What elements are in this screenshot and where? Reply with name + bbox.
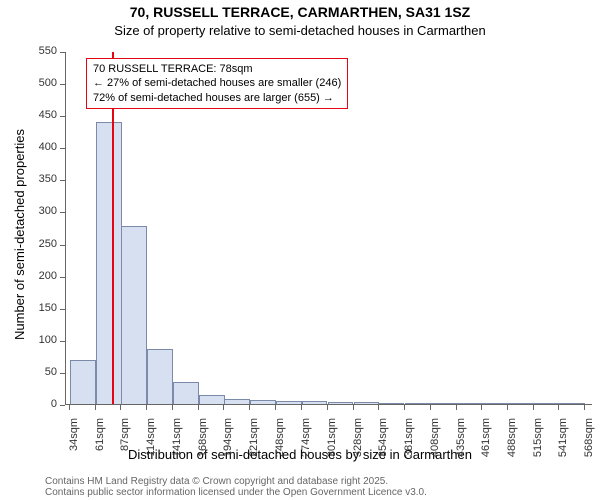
x-tick-mark (275, 405, 276, 410)
y-tick-mark (60, 212, 65, 213)
x-tick-label: 381sqm (403, 418, 415, 478)
histogram-bar (482, 403, 508, 404)
x-tick-mark (146, 405, 147, 410)
x-tick-label: 274sqm (300, 418, 312, 478)
x-tick-label: 61sqm (94, 418, 106, 478)
y-tick-label: 250 (39, 238, 57, 250)
x-tick-mark (95, 405, 96, 410)
y-tick-label: 450 (39, 109, 57, 121)
x-tick-mark (456, 405, 457, 410)
histogram-bar (224, 399, 250, 404)
x-tick-mark (584, 405, 585, 410)
x-tick-label: 435sqm (455, 418, 467, 478)
x-tick-label: 408sqm (429, 418, 441, 478)
y-tick-label: 50 (45, 366, 57, 378)
x-tick-label: 221sqm (248, 418, 260, 478)
x-tick-mark (533, 405, 534, 410)
chart-container: 70, RUSSELL TERRACE, CARMARTHEN, SA31 1S… (0, 0, 600, 500)
plot-area: 70 RUSSELL TERRACE: 78sqm ← 27% of semi-… (65, 52, 592, 405)
histogram-bar (250, 400, 276, 404)
x-tick-label: 87sqm (119, 418, 131, 478)
histogram-bar (96, 122, 122, 404)
x-tick-mark (378, 405, 379, 410)
chart-title-sub: Size of property relative to semi-detach… (0, 23, 600, 38)
y-tick-mark (60, 373, 65, 374)
x-tick-label: 114sqm (145, 418, 157, 478)
y-tick-label: 350 (39, 173, 57, 185)
x-tick-mark (327, 405, 328, 410)
y-tick-label: 400 (39, 141, 57, 153)
y-tick-label: 500 (39, 77, 57, 89)
x-tick-mark (120, 405, 121, 410)
x-tick-mark (69, 405, 70, 410)
x-tick-mark (507, 405, 508, 410)
x-tick-mark (172, 405, 173, 410)
histogram-bar (508, 403, 534, 404)
x-tick-mark (301, 405, 302, 410)
histogram-bar (328, 402, 354, 404)
x-tick-label: 301sqm (326, 418, 338, 478)
x-tick-label: 168sqm (197, 418, 209, 478)
x-tick-mark (198, 405, 199, 410)
y-tick-mark (60, 52, 65, 53)
y-tick-label: 300 (39, 205, 57, 217)
y-tick-mark (60, 277, 65, 278)
footer-line-2: Contains public sector information licen… (45, 487, 427, 498)
y-tick-label: 200 (39, 270, 57, 282)
x-tick-mark (223, 405, 224, 410)
annotation-line-1: 70 RUSSELL TERRACE: 78sqm (93, 62, 341, 76)
y-tick-mark (60, 180, 65, 181)
y-tick-mark (60, 245, 65, 246)
histogram-bar (405, 403, 431, 404)
y-tick-mark (60, 405, 65, 406)
x-tick-mark (558, 405, 559, 410)
histogram-bar (302, 401, 328, 404)
x-tick-mark (481, 405, 482, 410)
x-tick-label: 568sqm (583, 418, 595, 478)
histogram-bar (354, 402, 380, 404)
annotation-line-2: ← 27% of semi-detached houses are smalle… (93, 76, 341, 90)
histogram-bar (70, 360, 96, 404)
histogram-bar (457, 403, 483, 404)
chart-title-main: 70, RUSSELL TERRACE, CARMARTHEN, SA31 1S… (0, 4, 600, 20)
x-tick-label: 541sqm (557, 418, 569, 478)
x-tick-label: 141sqm (171, 418, 183, 478)
y-tick-mark (60, 116, 65, 117)
histogram-bar (276, 401, 302, 404)
x-tick-mark (404, 405, 405, 410)
x-tick-mark (430, 405, 431, 410)
y-tick-label: 150 (39, 302, 57, 314)
y-tick-mark (60, 84, 65, 85)
annotation-line-3: 72% of semi-detached houses are larger (… (93, 91, 341, 105)
x-tick-label: 328sqm (352, 418, 364, 478)
histogram-bar (147, 349, 173, 404)
histogram-bar (534, 403, 560, 404)
annotation-box: 70 RUSSELL TERRACE: 78sqm ← 27% of semi-… (86, 58, 348, 109)
footer-text: Contains HM Land Registry data © Crown c… (45, 476, 427, 498)
histogram-bar (379, 403, 405, 404)
x-tick-label: 488sqm (506, 418, 518, 478)
y-tick-mark (60, 309, 65, 310)
x-tick-label: 248sqm (274, 418, 286, 478)
y-tick-label: 0 (51, 398, 57, 410)
histogram-bar (121, 226, 147, 404)
histogram-bar (431, 403, 457, 404)
histogram-bar (199, 395, 225, 404)
x-tick-label: 194sqm (222, 418, 234, 478)
histogram-bar (559, 403, 585, 404)
x-tick-mark (249, 405, 250, 410)
y-axis-label: Number of semi-detached properties (12, 129, 27, 340)
y-tick-mark (60, 341, 65, 342)
x-tick-label: 515sqm (532, 418, 544, 478)
y-tick-label: 550 (39, 45, 57, 57)
histogram-bar (173, 382, 199, 404)
x-tick-mark (353, 405, 354, 410)
x-tick-label: 461sqm (480, 418, 492, 478)
y-tick-label: 100 (39, 334, 57, 346)
x-tick-label: 354sqm (377, 418, 389, 478)
x-tick-label: 34sqm (68, 418, 80, 478)
y-tick-mark (60, 148, 65, 149)
